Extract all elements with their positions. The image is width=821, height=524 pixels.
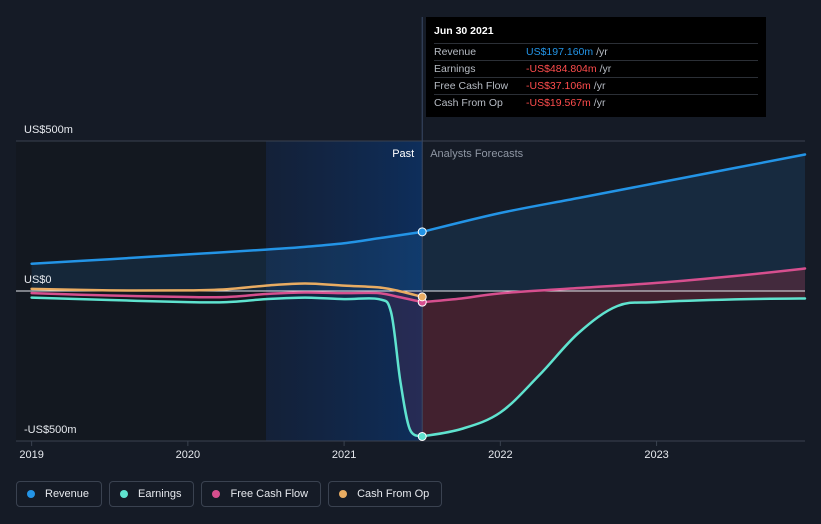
free-cash-flow-past-line: [30, 291, 424, 304]
legend-label: Earnings: [138, 488, 182, 500]
tooltip-key: Earnings: [434, 63, 476, 75]
free-cash-flow-forecast-line: [420, 267, 807, 304]
tooltip-row-free-cash-flow: Free Cash Flow -US$37.106m /yr: [434, 77, 758, 94]
earnings-forecast-line: [420, 297, 807, 438]
legend-item-earnings[interactable]: Earnings: [109, 481, 195, 507]
tooltip-value: -US$19.567m: [526, 97, 591, 109]
earnings-past-area: [378, 291, 423, 437]
chart-legend: Revenue Earnings Free Cash Flow Cash Fro…: [16, 481, 443, 507]
tooltip-value: -US$37.106m: [526, 80, 591, 92]
revenue-point: [417, 227, 427, 237]
y-tick-label: -US$500m: [24, 424, 77, 436]
legend-label: Cash From Op: [357, 488, 430, 500]
tooltip-unit: /yr: [593, 97, 606, 109]
legend-label: Free Cash Flow: [230, 488, 309, 500]
tooltip-unit: /yr: [596, 46, 608, 58]
cash-from-op-past-line: [30, 282, 424, 299]
earnings-forecast-area: [422, 268, 805, 437]
x-tick-label: 2020: [176, 449, 200, 461]
hover-tooltip: Jun 30 2021 Revenue US$197.160m /yr Earn…: [426, 17, 766, 117]
legend-item-revenue[interactable]: Revenue: [16, 481, 103, 507]
legend-item-free-cash-flow[interactable]: Free Cash Flow: [201, 481, 322, 507]
tooltip-value: US$197.160m: [526, 46, 594, 58]
cash-from-op-point: [417, 292, 427, 302]
revenue-area: [31, 154, 806, 291]
past-label: Past: [392, 148, 414, 160]
earnings-dot-icon: [120, 490, 129, 498]
earnings-past-line: [30, 296, 424, 438]
free-cash-flow-dot-icon: [212, 490, 221, 498]
tooltip-date: Jun 30 2021: [434, 25, 494, 37]
tooltip-unit: /yr: [599, 63, 612, 75]
revenue-forecast-line: [420, 153, 807, 234]
x-tick-label: 2022: [488, 449, 512, 461]
legend-label: Revenue: [45, 488, 90, 500]
cash-from-op-dot-icon: [339, 490, 348, 498]
tooltip-row-cash-from-op: Cash From Op -US$19.567m /yr: [434, 94, 758, 111]
revenue-dot-icon: [27, 490, 35, 498]
x-tick-label: 2019: [19, 449, 43, 461]
legend-item-cash-from-op[interactable]: Cash From Op: [328, 481, 443, 507]
tooltip-unit: /yr: [593, 80, 606, 92]
y-tick-label: US$500m: [24, 124, 73, 136]
x-tick-label: 2021: [332, 449, 356, 461]
y-tick-label: US$0: [24, 274, 52, 286]
forecast-label: Analysts Forecasts: [430, 148, 523, 160]
tooltip-value: -US$484.804m: [526, 63, 597, 75]
tooltip-row-revenue: Revenue US$197.160m /yr: [434, 43, 758, 60]
tooltip-key: Free Cash Flow: [434, 80, 509, 92]
earnings-point: [417, 431, 427, 441]
tooltip-key: Cash From Op: [434, 97, 503, 109]
revenue-past-line: [30, 230, 424, 265]
tooltip-row-earnings: Earnings -US$484.804m /yr: [434, 60, 758, 77]
x-tick-label: 2023: [644, 449, 668, 461]
tooltip-key: Revenue: [434, 46, 477, 58]
